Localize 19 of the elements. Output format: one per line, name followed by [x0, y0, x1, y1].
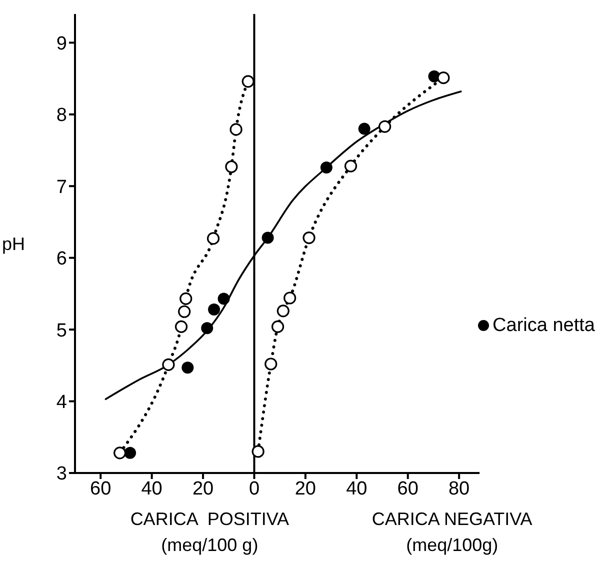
- x-tick-label: 40: [141, 478, 162, 500]
- x-tick-label: 60: [397, 478, 418, 500]
- legend-label: Carica netta: [492, 314, 595, 336]
- text: CARICA POSITIVA (meq/100 g): [129, 508, 290, 557]
- x-tick-label: 60: [90, 478, 112, 500]
- y-tick-label: 4: [56, 392, 68, 414]
- x-tick-label: 20: [294, 478, 316, 500]
- x-tick-label: 0: [248, 478, 260, 500]
- y-tick-label: 9: [56, 33, 67, 54]
- text: CARICA NEGATIVA (meq/100g): [370, 508, 534, 557]
- y-tick-label: 6: [56, 248, 67, 270]
- y-tick-label: 8: [56, 105, 67, 126]
- y-axis-title: pH: [2, 234, 26, 254]
- y-tick-label: 5: [56, 320, 67, 342]
- x-tick-label: 20: [192, 478, 214, 500]
- y-tick-label: 3: [56, 464, 67, 485]
- x-tick-label: 80: [448, 478, 470, 500]
- y-tick-label: 7: [56, 176, 67, 198]
- x-tick-label: 40: [346, 478, 368, 500]
